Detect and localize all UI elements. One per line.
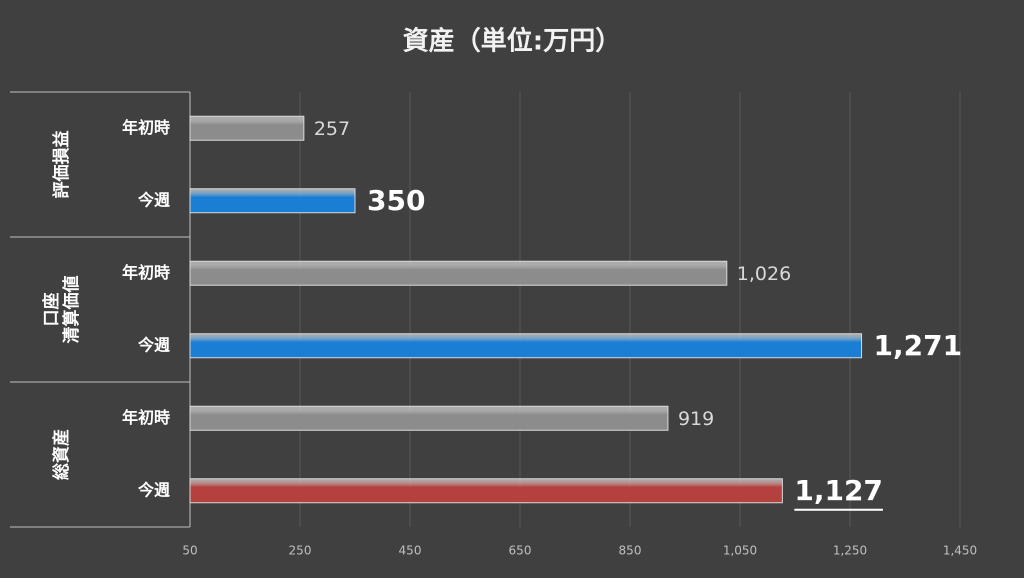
x-tick-label: 650	[509, 544, 532, 558]
y-tick-label: 今週	[137, 190, 170, 209]
x-tick-label: 1,050	[723, 544, 757, 558]
x-tick-label: 850	[619, 544, 642, 558]
x-tick-label: 1,250	[833, 544, 867, 558]
chart-title: 資産（単位:万円）	[403, 26, 621, 57]
bar	[189, 260, 728, 286]
bar	[189, 188, 356, 214]
group-label: 口座	[41, 293, 62, 327]
data-label: 350	[367, 184, 425, 217]
bar	[189, 333, 863, 359]
data-label: 1,026	[737, 263, 791, 285]
x-tick-label: 250	[289, 544, 312, 558]
y-tick-label: 年初時	[122, 118, 170, 137]
data-label: 1,127	[794, 474, 883, 507]
bar	[189, 478, 783, 504]
x-tick-label: 50	[182, 544, 197, 558]
y-tick-label: 今週	[137, 480, 170, 499]
group-label: 清算価値	[61, 276, 82, 344]
group-label: 総資産	[51, 429, 72, 480]
y-tick-label: 年初時	[122, 408, 170, 427]
data-label: 919	[678, 408, 714, 430]
data-label: 1,271	[874, 329, 963, 362]
group-label: 評価損益	[51, 131, 72, 199]
y-tick-label: 今週	[137, 335, 170, 354]
y-tick-label: 年初時	[122, 263, 170, 282]
x-tick-label: 450	[399, 544, 422, 558]
bar	[189, 405, 669, 431]
x-tick-label: 1,450	[943, 544, 977, 558]
data-label: 257	[314, 118, 350, 140]
bar	[189, 115, 305, 141]
